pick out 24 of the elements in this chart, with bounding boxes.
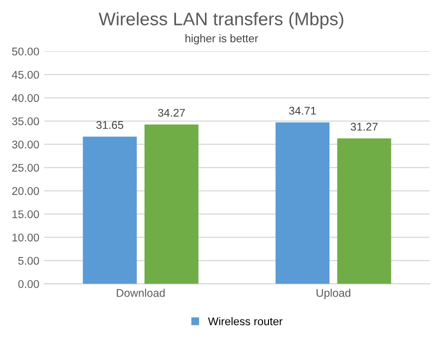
x-tick-label: Upload <box>316 288 350 300</box>
data-label: 34.71 <box>289 106 316 115</box>
y-tick-label: 10.00 <box>12 234 40 242</box>
chart-title: Wireless LAN transfers (Mbps) <box>98 12 344 29</box>
y-tick-label: 40.00 <box>12 94 40 102</box>
y-tick-label: 5.00 <box>18 256 40 265</box>
y-tick-label: 45.00 <box>12 70 40 79</box>
y-tick-label: 0.00 <box>18 280 40 288</box>
x-tick-label: Download <box>116 288 165 297</box>
y-tick-label: 15.00 <box>12 210 40 218</box>
y-tick-label: 25.00 <box>12 164 40 172</box>
y-tick-label: 50.00 <box>12 48 40 56</box>
y-tick-label: 30.00 <box>12 140 40 148</box>
data-label: 31.27 <box>350 122 378 131</box>
bar <box>82 136 137 284</box>
data-label: 31.65 <box>96 121 124 129</box>
bar <box>276 122 330 284</box>
chart-subtitle: higher is better <box>186 34 258 45</box>
data-label: 34.27 <box>158 108 185 117</box>
y-tick-label: 35.00 <box>12 117 40 126</box>
bar <box>337 138 392 284</box>
bar <box>144 124 198 284</box>
y-tick-label: 20.00 <box>12 187 40 195</box>
legend-label: Wireless router <box>208 317 283 326</box>
